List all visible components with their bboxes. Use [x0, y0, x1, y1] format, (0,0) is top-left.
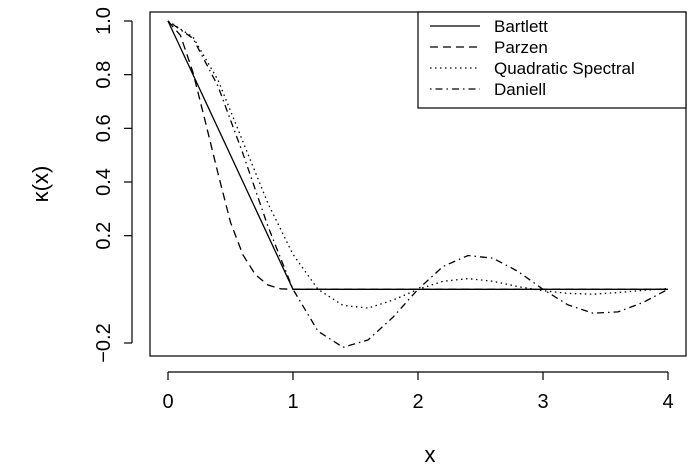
- legend-box: [417, 11, 687, 109]
- x-tick-label: 0: [162, 391, 173, 413]
- series-line-parzen: [167, 20, 668, 290]
- x-tick-label: 1: [287, 391, 298, 413]
- series-line-quadratic-spectral: [167, 20, 669, 309]
- series-line-daniell: [167, 20, 669, 349]
- y-axis-title: κ(x): [28, 166, 53, 203]
- y-tick-label: 0.4: [93, 168, 115, 196]
- y-tick-label: 0.6: [93, 114, 115, 142]
- x-tick-label: 2: [412, 391, 423, 413]
- x-axis-title: x: [425, 442, 436, 466]
- legend: Bartlett Parzen Quadratic Spectral Daniell: [417, 11, 687, 109]
- x-axis: 0 1 2 3 4: [162, 371, 674, 413]
- legend-label: Quadratic Spectral: [494, 59, 635, 78]
- y-tick-label: 0.2: [93, 222, 115, 250]
- series-layer: [167, 20, 669, 349]
- legend-label: Parzen: [494, 38, 548, 57]
- x-tick-label: 3: [537, 391, 548, 413]
- y-tick-label: −0.2: [93, 323, 115, 362]
- y-tick-label: 0.8: [93, 61, 115, 89]
- y-tick-label: 1.0: [93, 7, 115, 35]
- y-axis: −0.2 0.2 0.4 0.6 0.8 1.0: [93, 7, 133, 363]
- legend-label: Daniell: [494, 80, 546, 99]
- legend-label: Bartlett: [494, 17, 548, 36]
- x-tick-label: 4: [662, 391, 673, 413]
